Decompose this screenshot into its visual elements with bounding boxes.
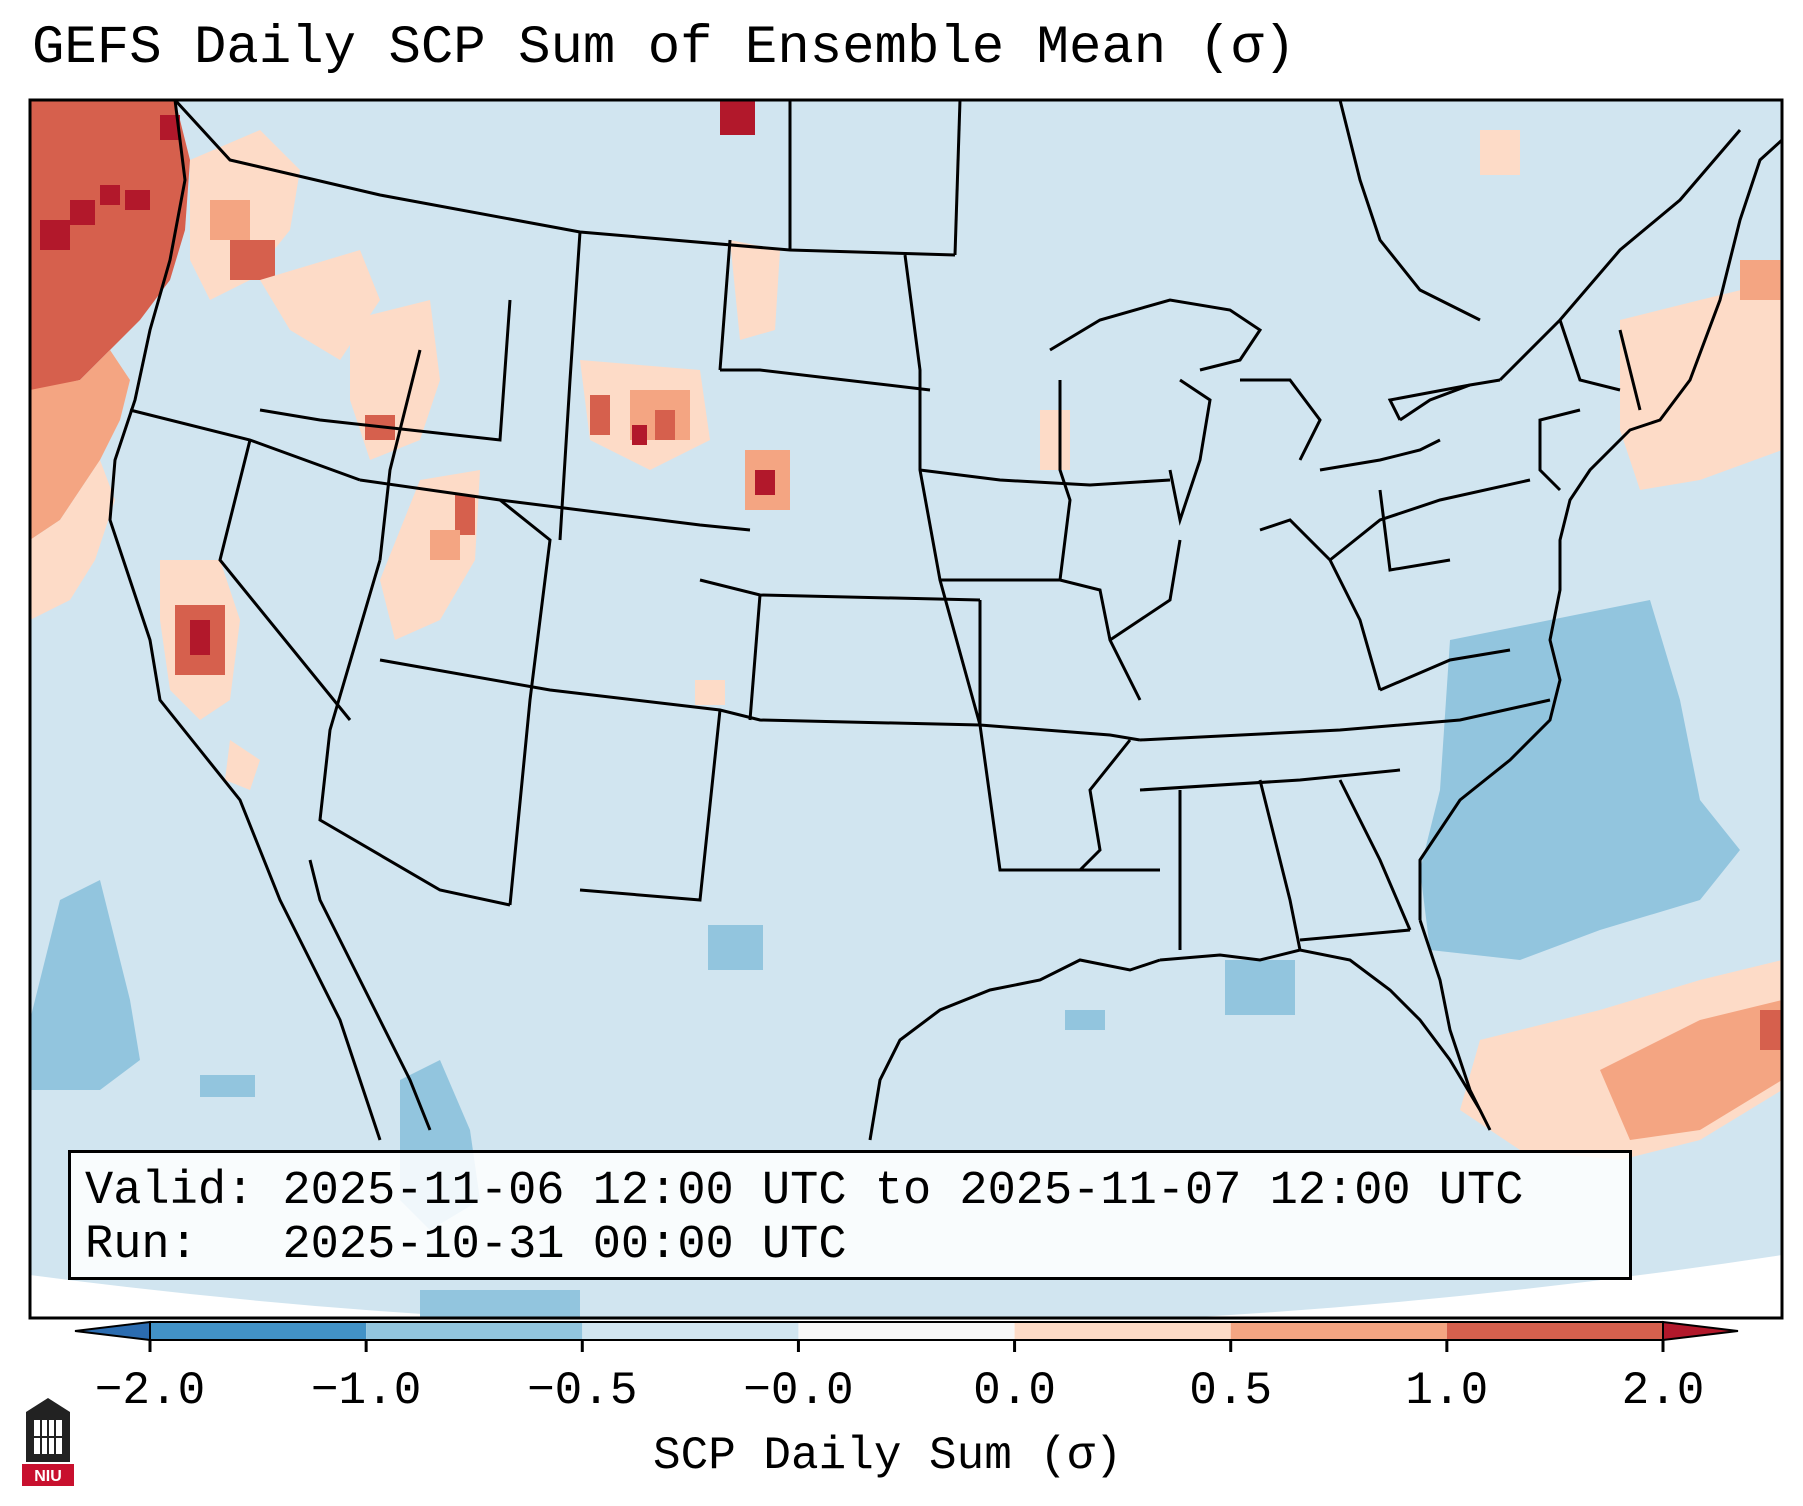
colorbar-tick-label: −2.0	[94, 1365, 206, 1417]
colorbar-bin	[366, 1322, 583, 1340]
niu-logo: NIU	[22, 1398, 74, 1486]
colorbar-bin	[1014, 1322, 1231, 1340]
colorbar-bin	[1230, 1322, 1447, 1340]
projection-edge	[30, 1255, 1782, 1318]
colorbar-outline	[149, 1321, 1664, 1341]
run-value: 2025-10-31 00:00 UTC	[282, 1219, 847, 1272]
colorbar-extend-high	[1662, 1320, 1739, 1342]
colorbar-tick-label: 0.5	[1189, 1365, 1273, 1417]
valid-line: Valid: 2025-11-06 12:00 UTC to 2025-11-0…	[85, 1165, 1629, 1219]
colorbar-tick-label: 2.0	[1621, 1365, 1705, 1417]
map-title: GEFS Daily SCP Sum of Ensemble Mean (σ)	[32, 18, 1296, 79]
run-label: Run:	[85, 1219, 198, 1272]
coastlines-and-borders	[108, 100, 1782, 1141]
run-line: Run: 2025-10-31 00:00 UTC	[85, 1219, 1629, 1273]
atlantic-negative-field	[1420, 600, 1740, 960]
northeast-anomaly-field	[1040, 130, 1782, 490]
colorbar-tick-label: −0.5	[527, 1365, 638, 1417]
interior-west-anomaly-field	[350, 100, 790, 705]
colorbar-tick-label: −0.0	[743, 1365, 854, 1417]
map-frame	[28, 98, 1784, 1320]
colorbar-bin	[150, 1322, 367, 1340]
valid-label: Valid:	[85, 1165, 255, 1218]
bahamas-anomaly-field	[1460, 960, 1782, 1160]
california-anomaly-field	[160, 560, 260, 790]
valid-run-box: Valid: 2025-11-06 12:00 UTC to 2025-11-0…	[68, 1150, 1632, 1280]
colorbar-bin	[798, 1322, 1015, 1340]
valid-value: 2025-11-06 12:00 UTC to 2025-11-07 12:00…	[282, 1165, 1524, 1218]
colorbar-tick-label: 0.0	[973, 1365, 1056, 1417]
pnw-anomaly-field	[30, 100, 380, 620]
niu-logo-text: NIU	[34, 1468, 62, 1485]
colorbar-bin	[1446, 1322, 1663, 1340]
colorbar-tick-label: 1.0	[1405, 1365, 1489, 1417]
colorbar-bin	[582, 1322, 799, 1340]
colorbar-tick-label: −1.0	[310, 1365, 422, 1417]
colorbar-label: SCP Daily Sum (σ)	[653, 1430, 1123, 1482]
colorbar-extend-low	[74, 1320, 151, 1342]
